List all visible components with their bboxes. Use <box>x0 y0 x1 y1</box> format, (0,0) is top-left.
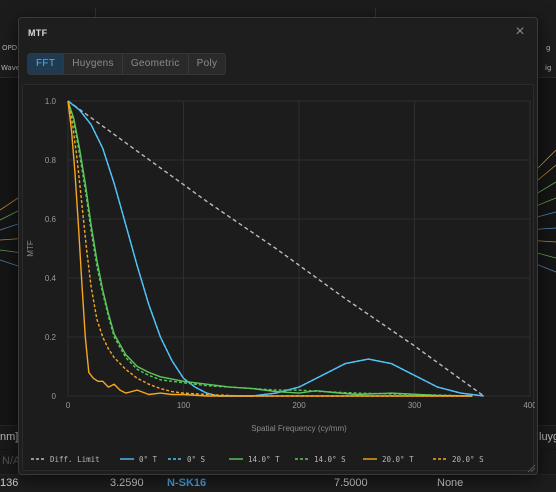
series-line-0 <box>67 100 485 397</box>
legend-label: 0° T <box>139 455 158 464</box>
x-tick-label: 400 <box>523 401 535 410</box>
row-index: 136 <box>0 477 19 489</box>
y-tick-label: 0.6 <box>45 215 57 224</box>
mtf-chart: 0 100 200 300 400 0 0.2 0.4 0.6 0.8 1.0 Spatial Fre… <box>26 97 537 464</box>
toolbar-label-right: g <box>546 44 551 52</box>
toolbar-label-right-2: ig <box>545 64 552 72</box>
x-tick-label: 100 <box>177 401 191 410</box>
x-tick-label: 0 <box>66 401 71 410</box>
background-placeholder: N/A <box>2 455 21 467</box>
close-icon[interactable]: × <box>515 23 525 40</box>
x-axis-label: Spatial Frequency (cy/mm) <box>251 424 347 433</box>
y-tick-label: 0.2 <box>45 333 57 342</box>
y-tick-label: 0 <box>52 392 57 401</box>
analysis-method-tabs: FFT Huygens Geometric Poly <box>27 53 227 75</box>
background-header-label: nm] <box>0 431 19 443</box>
series-line-6 <box>67 100 473 397</box>
legend-label: 0° S <box>187 455 206 464</box>
legend-label: 14.0° T <box>248 455 280 464</box>
legend-label: Diff. Limit <box>50 455 100 464</box>
tab-huygens[interactable]: Huygens <box>64 54 123 74</box>
tab-fft[interactable]: FFT <box>28 54 65 74</box>
toolbar-label-wave: Wave <box>1 64 21 72</box>
x-tick-label: 300 <box>408 401 422 410</box>
tab-poly[interactable]: Poly <box>196 58 218 69</box>
dialog-title: MTF <box>28 28 48 38</box>
tab-geometric[interactable]: Geometric <box>123 54 189 74</box>
y-tick-label: 0.4 <box>45 274 57 283</box>
mtf-dialog: MTF × FFT Huygens Geometric Poly 0 100 200… <box>18 17 538 475</box>
y-axis-label: MTF <box>26 240 35 257</box>
row-coating: None <box>437 477 464 489</box>
y-tick-label: 1.0 <box>45 97 57 106</box>
background-header-right: luyg <box>539 431 556 443</box>
row-value: 3.2590 <box>110 477 144 489</box>
toolbar-label-opd: OPD <box>2 44 18 52</box>
x-tick-label: 200 <box>292 401 306 410</box>
resize-grip-icon[interactable] <box>527 464 536 473</box>
mtf-plot-panel: 0 100 200 300 400 0 0.2 0.4 0.6 0.8 1.0 Spatial Fre… <box>22 84 537 471</box>
row-material[interactable]: N-SK16 <box>167 477 207 489</box>
legend-label: 20.0° S <box>452 455 484 464</box>
row-value2: 7.5000 <box>334 477 368 489</box>
y-tick-label: 0.8 <box>45 156 57 165</box>
legend-label: 14.0° S <box>314 455 346 464</box>
table-row[interactable]: 136 3.2590 N-SK16 7.5000 None <box>0 474 556 492</box>
legend-label: 20.0° T <box>382 455 414 464</box>
